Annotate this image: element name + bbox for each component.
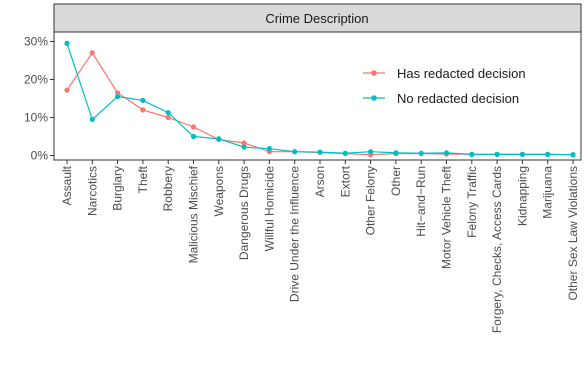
data-point <box>443 150 450 156</box>
data-point <box>115 94 121 100</box>
x-tick-label: Motor Vehicle Theft <box>440 165 454 269</box>
data-point <box>216 136 222 142</box>
data-point <box>165 114 171 121</box>
x-axis: Assault Narcotics Burglary Theft Robbery Mali… <box>60 160 580 333</box>
legend-label: Has redacted decision <box>397 66 526 81</box>
x-tick-label: Other Felony <box>364 166 378 235</box>
x-tick-label: Theft <box>136 165 150 193</box>
data-point <box>494 151 500 157</box>
facet-strip-background <box>53 3 582 33</box>
legend-key-point <box>371 95 377 101</box>
data-point <box>342 150 348 156</box>
x-tick-label: Willful Homicide <box>262 166 276 252</box>
x-tick-label: Felony Traffic <box>465 166 479 238</box>
x-tick-label: Kidnapping <box>515 166 529 226</box>
x-tick-label: Robbery <box>161 166 175 211</box>
data-point <box>545 151 551 157</box>
data-point <box>89 50 95 56</box>
x-tick-label: Burglary <box>111 166 125 211</box>
data-point <box>368 149 374 155</box>
data-point <box>190 124 197 130</box>
x-tick-label: Assault <box>60 165 74 205</box>
data-point <box>64 40 70 47</box>
x-tick-label: Hit−and−Run <box>414 166 428 237</box>
facet-strip: Crime Description <box>53 3 582 33</box>
y-tick-label: 30% <box>24 35 48 49</box>
data-point <box>292 149 298 155</box>
x-tick-label: Drive Under the Influence <box>288 166 302 302</box>
y-tick-label: 10% <box>24 111 48 125</box>
data-point <box>64 87 70 93</box>
series-2 <box>64 40 576 158</box>
data-point <box>190 133 197 140</box>
data-point <box>241 140 247 146</box>
data-point <box>115 90 121 96</box>
y-tick-label: 0% <box>31 149 49 163</box>
data-point <box>140 107 146 113</box>
x-tick-label: Dangerous Drugs <box>237 166 251 260</box>
data-point <box>570 152 576 158</box>
data-point <box>266 146 272 152</box>
data-point <box>241 144 247 150</box>
facet-title: Crime Description <box>265 11 368 26</box>
x-tick-label: Arson <box>313 166 327 197</box>
x-tick-label: Other Sex Law Violations <box>566 166 580 301</box>
series-layer <box>64 40 576 158</box>
legend-item: No redacted decision <box>363 91 519 106</box>
data-point <box>418 150 424 156</box>
y-tick-label: 20% <box>24 73 48 87</box>
data-point <box>140 97 146 103</box>
data-point <box>393 150 399 156</box>
plot-panel <box>53 31 582 161</box>
data-point <box>519 151 526 157</box>
y-axis: 0% 10% 20% 30% <box>24 35 54 163</box>
data-point <box>165 109 171 116</box>
x-tick-label: Other <box>389 166 403 196</box>
x-tick-label: Malicious Mischief <box>187 165 201 263</box>
x-tick-label: Narcotics <box>85 166 99 216</box>
legend-label: No redacted decision <box>397 91 519 106</box>
legend-key-point <box>371 70 377 76</box>
x-tick-label: Extort <box>338 165 352 197</box>
data-point <box>89 116 95 122</box>
x-tick-label: Forgery, Checks, Access Cards <box>490 166 504 333</box>
legend: Has redacted decision No redacted decisio… <box>363 66 526 106</box>
x-tick-label: Weapons <box>212 166 226 216</box>
x-tick-label: Marijuana <box>541 166 555 219</box>
data-point <box>317 149 323 155</box>
data-point <box>469 151 475 157</box>
legend-item: Has redacted decision <box>363 66 526 81</box>
